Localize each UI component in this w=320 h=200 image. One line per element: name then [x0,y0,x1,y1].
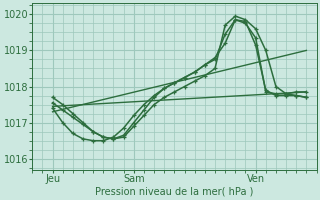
X-axis label: Pression niveau de la mer( hPa ): Pression niveau de la mer( hPa ) [95,187,253,197]
